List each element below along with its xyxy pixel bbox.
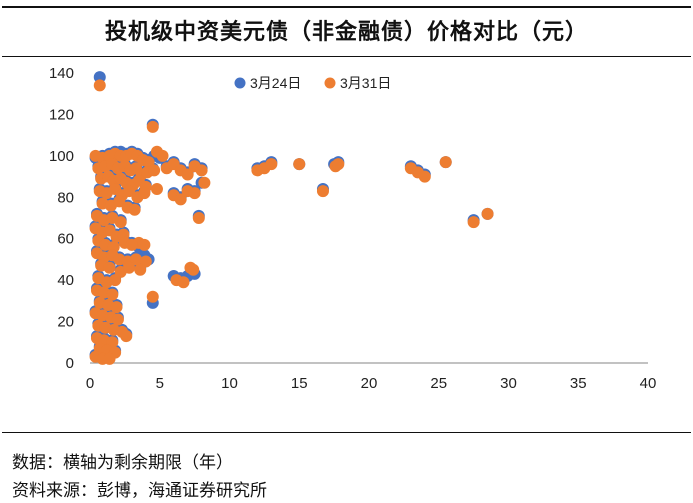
point-mar24 bbox=[93, 71, 106, 84]
point-mar31 bbox=[192, 212, 205, 224]
footer-rule bbox=[2, 432, 691, 433]
point-mar31 bbox=[109, 274, 122, 287]
footer: 数据：横轴为剩余期限（年） 资料来源：彭博，海通证券研究所 bbox=[0, 432, 693, 503]
x-tick-label: 5 bbox=[156, 375, 164, 392]
point-mar31 bbox=[156, 149, 169, 162]
point-mar31 bbox=[93, 79, 106, 92]
x-tick-label: 20 bbox=[361, 375, 378, 392]
tick-labels: 0 5 10 15 20 25 30 35 40 0 20 40 60 80 100 120 140 bbox=[49, 65, 656, 392]
point-mar31 bbox=[198, 176, 211, 189]
point-mar31 bbox=[418, 170, 431, 183]
title-bar: 投机级中资美元债（非金融债）价格对比（元） bbox=[0, 0, 693, 64]
point-mar31 bbox=[128, 203, 141, 216]
point-mar31 bbox=[195, 164, 208, 177]
y-tick-label: 60 bbox=[57, 231, 74, 248]
point-mar31 bbox=[187, 263, 200, 276]
point-mar31 bbox=[467, 216, 480, 229]
chart-title: 投机级中资美元债（非金融债）价格对比（元） bbox=[104, 20, 588, 45]
y-tick-label: 80 bbox=[57, 189, 74, 206]
y-tick-label: 0 bbox=[66, 355, 74, 372]
x-tick-label: 35 bbox=[570, 375, 587, 392]
y-tick-label: 100 bbox=[49, 148, 74, 165]
point-mar31 bbox=[103, 352, 116, 365]
y-tick-label: 40 bbox=[57, 272, 74, 289]
scatter-chart: 0 5 10 15 20 25 30 35 40 0 20 40 60 80 100 120 140 3月24日… bbox=[49, 65, 656, 392]
point-mar31 bbox=[188, 187, 201, 200]
x-tick-label: 0 bbox=[86, 375, 94, 392]
legend-marker-mar24 bbox=[234, 77, 246, 89]
point-mar31 bbox=[146, 120, 159, 133]
x-tick-label: 30 bbox=[500, 375, 517, 392]
point-mar31 bbox=[103, 261, 116, 274]
point-mar31 bbox=[134, 263, 147, 276]
point-mar31 bbox=[181, 168, 194, 181]
point-mar31 bbox=[113, 195, 126, 208]
point-mar31 bbox=[316, 185, 329, 198]
legend-label-mar24: 3月24日 bbox=[250, 75, 301, 91]
point-mar31 bbox=[146, 290, 159, 303]
point-mar31 bbox=[265, 158, 278, 171]
legend-label-mar31: 3月31日 bbox=[340, 75, 391, 91]
point-mar31 bbox=[332, 158, 345, 171]
point-mar31 bbox=[148, 164, 161, 177]
point-mar31 bbox=[174, 193, 187, 206]
x-tick-label: 10 bbox=[221, 375, 238, 392]
y-tick-label: 20 bbox=[57, 314, 74, 331]
x-tick-label: 15 bbox=[291, 375, 308, 392]
point-mar31 bbox=[293, 158, 306, 171]
point-mar31 bbox=[130, 253, 143, 266]
source-note: 资料来源：彭博，海通证券研究所 bbox=[12, 481, 267, 501]
series-mar24-points bbox=[89, 71, 494, 363]
series-mar31-points bbox=[89, 79, 494, 365]
point-mar31 bbox=[123, 185, 136, 198]
point-mar31 bbox=[106, 288, 119, 301]
data-note: 数据：横轴为剩余期限（年） bbox=[12, 453, 233, 473]
legend-marker-mar31 bbox=[324, 77, 336, 89]
point-mar31 bbox=[138, 187, 151, 200]
point-mar31 bbox=[110, 301, 123, 314]
x-tick-label: 25 bbox=[430, 375, 447, 392]
title-rule-top bbox=[2, 6, 691, 8]
point-mar31 bbox=[439, 156, 452, 169]
point-mar31 bbox=[481, 207, 494, 220]
y-tick-label: 140 bbox=[49, 65, 74, 82]
point-mar31 bbox=[125, 238, 138, 251]
legend: 3月24日 3月31日 bbox=[234, 75, 391, 91]
point-mar31 bbox=[150, 183, 163, 195]
point-mar31 bbox=[123, 261, 136, 274]
point-mar31 bbox=[111, 313, 124, 326]
point-mar31 bbox=[120, 330, 133, 343]
point-mar31 bbox=[114, 216, 127, 229]
point-mar31 bbox=[138, 238, 151, 251]
y-tick-label: 120 bbox=[49, 106, 74, 123]
point-mar31 bbox=[177, 276, 190, 289]
title-rule-bottom bbox=[2, 56, 691, 57]
x-tick-label: 40 bbox=[640, 375, 657, 392]
